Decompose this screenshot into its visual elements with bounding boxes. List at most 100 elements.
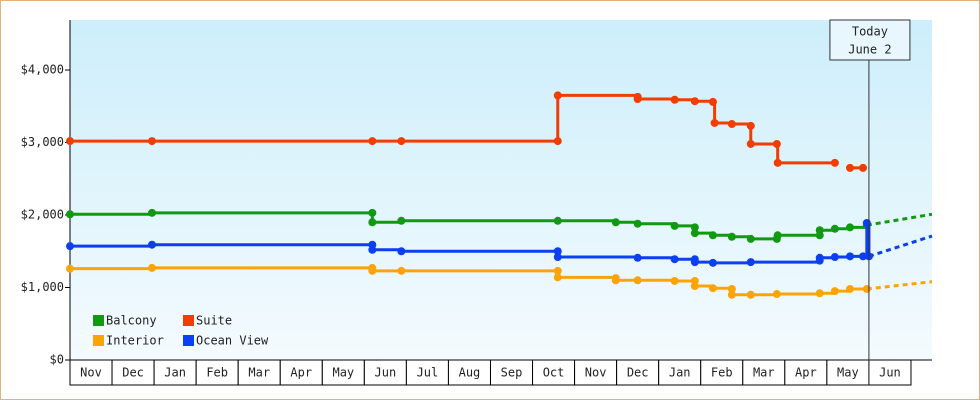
price-point	[815, 253, 824, 262]
x-tick-box	[111, 359, 155, 386]
price-point	[815, 226, 824, 235]
x-tick-label: Aug	[459, 366, 481, 380]
price-point	[746, 290, 755, 299]
y-tick-label: $3,000	[21, 135, 64, 149]
x-tick-box	[237, 359, 281, 386]
price-point	[710, 118, 719, 127]
x-tick-label: Feb	[711, 366, 733, 380]
price-point	[830, 253, 839, 262]
x-tick-box	[447, 359, 491, 386]
legend-label: Interior	[106, 334, 164, 348]
price-point	[727, 120, 736, 129]
x-tick-box	[658, 359, 702, 386]
legend-label: Suite	[196, 314, 232, 328]
price-point	[690, 97, 699, 106]
price-point	[830, 158, 839, 167]
price-point	[553, 91, 562, 100]
price-point	[859, 163, 868, 172]
legend-swatch	[93, 315, 104, 326]
x-tick-box	[574, 359, 618, 386]
x-tick-label: Mar	[248, 366, 270, 380]
price-point	[830, 287, 839, 296]
price-point	[368, 208, 377, 217]
y-tick-label: $2,000	[21, 208, 64, 222]
price-point	[633, 95, 642, 104]
price-point	[708, 97, 717, 106]
price-point	[830, 224, 839, 233]
today-label: Today	[852, 25, 888, 39]
y-tick-label: $1,000	[21, 280, 64, 294]
legend-label: Balcony	[106, 314, 157, 328]
price-point	[147, 208, 156, 217]
price-point	[727, 290, 736, 299]
price-point	[368, 266, 377, 275]
price-point	[708, 258, 717, 267]
price-point	[611, 276, 620, 285]
price-point	[611, 218, 620, 227]
price-point	[397, 247, 406, 256]
price-point	[368, 218, 377, 227]
plot-area	[70, 20, 932, 360]
price-point	[553, 216, 562, 225]
price-point	[553, 247, 562, 256]
x-tick-label: Dec	[122, 366, 144, 380]
price-point	[633, 219, 642, 228]
price-point	[846, 163, 855, 172]
today-box	[829, 19, 911, 61]
x-tick-label: Apr	[290, 366, 312, 380]
x-tick-box	[153, 359, 197, 386]
price-point	[66, 242, 74, 251]
price-point	[746, 258, 755, 267]
price-point	[690, 258, 699, 267]
x-tick-label: Jul	[417, 366, 439, 380]
price-point	[633, 253, 642, 262]
x-tick-label: Jun	[375, 366, 397, 380]
price-point	[690, 229, 699, 238]
price-point	[846, 284, 855, 293]
price-point	[147, 240, 156, 249]
legend-swatch	[93, 335, 104, 346]
price-point	[862, 284, 871, 293]
projection-line	[866, 212, 933, 227]
price-point	[708, 284, 717, 293]
price-point	[368, 137, 377, 146]
price-point	[727, 284, 736, 293]
y-tick-label: $4,000	[21, 63, 64, 77]
price-point	[66, 137, 74, 146]
price-point	[773, 158, 782, 167]
x-tick-label: Apr	[795, 366, 817, 380]
price-point	[670, 95, 679, 104]
price-point	[368, 245, 377, 254]
x-tick-label: Sep	[501, 366, 523, 380]
x-tick-label: Nov	[585, 366, 607, 380]
legend-swatch	[183, 315, 194, 326]
price-point	[633, 276, 642, 285]
x-tick-box	[532, 359, 576, 386]
price-point	[746, 139, 755, 148]
x-tick-label: Feb	[206, 366, 228, 380]
x-tick-label: Jan	[164, 366, 186, 380]
projection-line	[868, 234, 933, 258]
price-point	[862, 218, 871, 227]
price-point	[690, 223, 699, 232]
price-point	[553, 273, 562, 282]
legend-swatch	[183, 335, 194, 346]
x-tick-label: Dec	[627, 366, 649, 380]
x-tick-box	[700, 359, 744, 386]
price-point	[553, 137, 562, 146]
price-point	[66, 264, 74, 273]
x-tick-box	[826, 359, 870, 386]
x-tick-label: Nov	[80, 366, 102, 380]
price-point	[708, 231, 717, 240]
x-tick-box	[363, 359, 407, 386]
today-label: June 2	[848, 43, 891, 57]
x-tick-label: Oct	[543, 366, 565, 380]
price-point	[397, 137, 406, 146]
x-tick-box	[69, 359, 113, 386]
price-point	[670, 276, 679, 285]
price-point	[397, 266, 406, 275]
price-point	[859, 252, 868, 261]
price-point	[772, 290, 781, 299]
y-tick-label: $0	[50, 353, 64, 367]
